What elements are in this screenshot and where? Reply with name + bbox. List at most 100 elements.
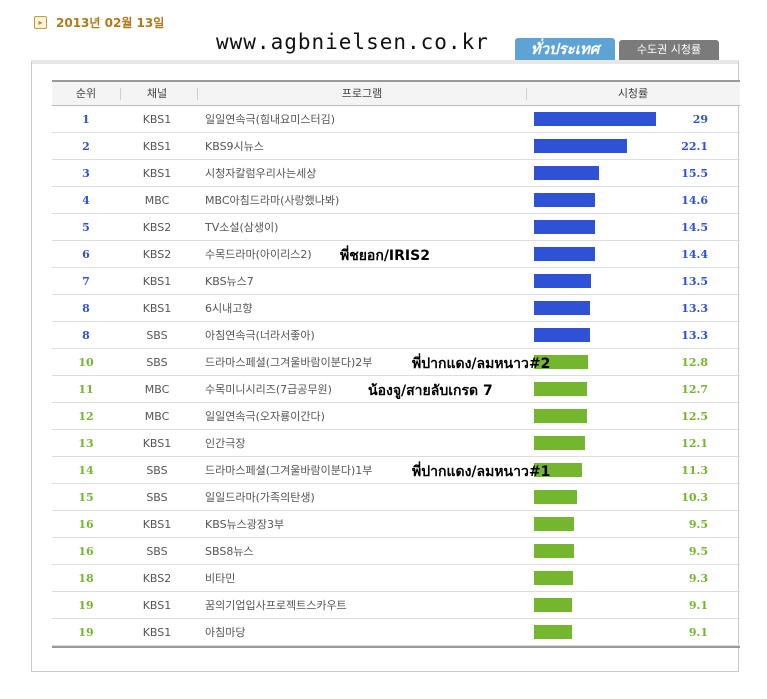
program-cell[interactable]: KBS뉴스광장3부	[205, 518, 285, 531]
rating-bar	[534, 220, 595, 234]
channel-cell: SBS	[146, 329, 168, 342]
channel-cell: KBS1	[142, 140, 172, 153]
program-cell[interactable]: 수목드라마(아이리스2)	[205, 248, 312, 261]
rating-bar	[534, 517, 574, 531]
rating-value: 11.3	[681, 464, 708, 477]
program-cell[interactable]: 비타민	[205, 572, 236, 585]
rank-cell: 2	[82, 140, 90, 153]
rank-cell: 16	[78, 545, 94, 558]
tab-metropolitan[interactable]: 수도권 시청률	[619, 40, 719, 60]
program-cell[interactable]: 6시내고향	[205, 302, 253, 315]
table-row: 13 KBS1 인간극장 12.1	[52, 430, 740, 457]
program-cell[interactable]: 일일드라마(가족의탄생)	[205, 491, 315, 504]
column-divider	[197, 88, 198, 100]
channel-cell: KBS1	[142, 437, 172, 450]
channel-cell: MBC	[144, 410, 170, 423]
rating-value: 9.3	[688, 572, 708, 585]
rating-bar	[534, 112, 656, 126]
program-cell[interactable]: 드라마스페셜(그겨울바람이분다)2부	[205, 356, 373, 369]
column-divider	[120, 88, 121, 100]
rating-bar	[534, 355, 588, 369]
program-cell[interactable]: KBS뉴스7	[205, 275, 254, 288]
handwritten-annotation: พี่ปากแดง/ลมหนาว#2	[412, 356, 551, 372]
rating-bar	[534, 382, 587, 396]
channel-cell: KBS2	[142, 248, 172, 261]
channel-cell: KBS1	[142, 599, 172, 612]
rating-value: 9.5	[688, 545, 708, 558]
rank-cell: 16	[78, 518, 94, 531]
rating-bar	[534, 139, 627, 153]
tab-nationwide[interactable]: ทั่วประเทศ	[515, 38, 615, 60]
program-cell[interactable]: 아침연속극(너라서좋아)	[205, 329, 315, 342]
channel-cell: SBS	[146, 356, 168, 369]
rank-cell: 15	[78, 491, 94, 504]
program-cell[interactable]: 꿈의기업입사프로젝트스카우트	[205, 599, 347, 612]
program-cell[interactable]: 시청자칼럼우리사는세상	[205, 167, 317, 180]
table-row: 11 MBC 수목미니시리즈(7급공무원) 12.7	[52, 376, 740, 403]
channel-cell: SBS	[146, 545, 168, 558]
channel-cell: KBS1	[142, 518, 172, 531]
table-row: 8 KBS1 6시내고향 13.3	[52, 295, 740, 322]
column-header-program: 프로그램	[341, 87, 383, 100]
handwritten-annotation: พี่ปากแดง/ลมหนาว#1	[412, 464, 551, 480]
program-cell[interactable]: 일일연속극(힘내요미스터김)	[205, 113, 336, 126]
rating-value: 9.1	[688, 626, 708, 639]
rating-bar	[534, 625, 572, 639]
channel-cell: MBC	[144, 194, 170, 207]
rating-value: 12.8	[681, 356, 708, 369]
channel-cell: KBS2	[142, 221, 172, 234]
program-cell[interactable]: 아침마당	[205, 626, 246, 639]
rank-cell: 18	[78, 572, 94, 585]
rating-value: 14.6	[681, 194, 708, 207]
date-header: ▸ 2013년 02월 13일	[34, 14, 164, 31]
handwritten-annotation: น้องจู/สายลับเกรด 7	[368, 383, 493, 399]
program-cell[interactable]: MBC아침드라마(사랑했나봐)	[205, 194, 340, 207]
rating-bar	[534, 463, 582, 477]
rating-value: 12.1	[681, 437, 708, 450]
rating-bar	[534, 436, 585, 450]
rank-cell: 10	[78, 356, 94, 369]
table-row: 5 KBS2 TV소설(삼생이) 14.5	[52, 214, 740, 241]
table-row: 12 MBC 일일연속극(오자룡이간다) 12.5	[52, 403, 740, 430]
table-row: 16 KBS1 KBS뉴스광장3부 9.5	[52, 511, 740, 538]
rating-bar	[534, 247, 595, 261]
rank-cell: 11	[78, 383, 94, 396]
rating-bar	[534, 328, 590, 342]
rank-cell: 7	[82, 275, 90, 288]
table-header: 순위 채널 프로그램 시청률	[52, 80, 740, 106]
arrow-right-icon: ▸	[34, 16, 47, 29]
program-cell[interactable]: 인간극장	[205, 437, 246, 450]
rating-value: 13.5	[681, 275, 708, 288]
rating-value: 9.5	[688, 518, 708, 531]
date-label: 2013년 02월 13일	[56, 16, 165, 30]
rank-cell: 14	[78, 464, 94, 477]
table-row: 14 SBS 드라마스페셜(그겨울바람이분다)1부 11.3	[52, 457, 740, 484]
program-cell[interactable]: 일일연속극(오자룡이간다)	[205, 410, 325, 423]
rank-cell: 12	[78, 410, 94, 423]
rank-cell: 3	[82, 167, 90, 180]
rating-bar	[534, 571, 573, 585]
channel-cell: KBS1	[142, 275, 172, 288]
column-header-channel: 채널	[146, 87, 168, 100]
rating-value: 12.5	[681, 410, 708, 423]
channel-cell: KBS1	[142, 626, 172, 639]
channel-cell: KBS1	[142, 302, 172, 315]
table-row: 3 KBS1 시청자칼럼우리사는세상 15.5	[52, 160, 740, 187]
column-header-rating: 시청률	[617, 87, 649, 100]
rating-bar	[534, 409, 587, 423]
column-header-rank: 순위	[75, 87, 97, 100]
handwritten-annotation: พี่ชยอก/IRIS2	[340, 248, 430, 264]
rating-bar	[534, 490, 577, 504]
program-cell[interactable]: SBS8뉴스	[205, 545, 254, 558]
program-cell[interactable]: 수목미니시리즈(7급공무원)	[205, 383, 332, 396]
rating-value: 9.1	[688, 599, 708, 612]
rank-cell: 19	[78, 626, 94, 639]
program-cell[interactable]: 드라마스페셜(그겨울바람이분다)1부	[205, 464, 373, 477]
program-cell[interactable]: TV소설(삼생이)	[205, 221, 279, 234]
program-cell[interactable]: KBS9시뉴스	[205, 140, 264, 153]
rating-bar	[534, 544, 574, 558]
rating-bar	[534, 166, 599, 180]
channel-cell: KBS2	[142, 572, 172, 585]
rating-bar	[534, 193, 595, 207]
channel-cell: MBC	[144, 383, 170, 396]
